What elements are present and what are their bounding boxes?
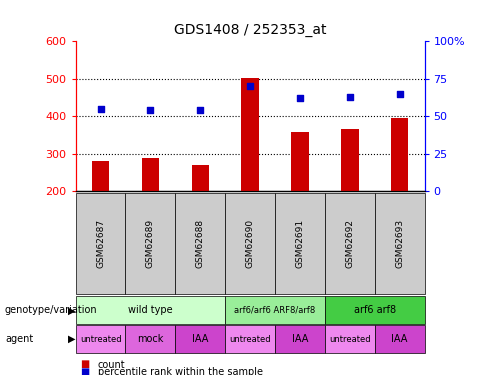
Bar xyxy=(391,118,408,191)
Point xyxy=(346,94,354,100)
Text: ■: ■ xyxy=(81,360,90,369)
Text: genotype/variation: genotype/variation xyxy=(5,305,98,315)
Bar xyxy=(92,161,109,191)
Point xyxy=(246,83,254,89)
Text: ▶: ▶ xyxy=(68,305,76,315)
Text: IAA: IAA xyxy=(192,334,208,344)
Text: agent: agent xyxy=(5,334,33,344)
Text: IAA: IAA xyxy=(292,334,308,344)
Text: GSM62689: GSM62689 xyxy=(146,219,155,268)
Text: ▶: ▶ xyxy=(68,334,76,344)
Text: GSM62690: GSM62690 xyxy=(245,219,255,268)
Bar xyxy=(242,78,259,191)
Text: GSM62692: GSM62692 xyxy=(346,219,354,268)
Text: count: count xyxy=(98,360,125,369)
Text: untreated: untreated xyxy=(329,334,370,344)
Bar xyxy=(175,193,225,294)
Text: IAA: IAA xyxy=(391,334,408,344)
Bar xyxy=(125,193,175,294)
Bar xyxy=(76,325,125,353)
Bar xyxy=(225,325,275,353)
Bar xyxy=(375,193,425,294)
Point xyxy=(196,107,204,113)
Bar xyxy=(125,325,175,353)
Bar xyxy=(275,325,325,353)
Bar xyxy=(191,165,209,191)
Bar xyxy=(142,158,159,191)
Bar xyxy=(375,325,425,353)
Title: GDS1408 / 252353_at: GDS1408 / 252353_at xyxy=(174,24,326,38)
Point xyxy=(97,106,104,112)
Text: untreated: untreated xyxy=(229,334,271,344)
Text: arf6 arf8: arf6 arf8 xyxy=(354,305,396,315)
Bar xyxy=(225,296,325,324)
Text: arf6/arf6 ARF8/arf8: arf6/arf6 ARF8/arf8 xyxy=(234,306,316,315)
Text: GSM62693: GSM62693 xyxy=(395,219,404,268)
Bar xyxy=(76,296,225,324)
Bar xyxy=(325,296,425,324)
Point xyxy=(396,91,404,97)
Bar xyxy=(325,325,375,353)
Bar xyxy=(225,193,275,294)
Point xyxy=(296,95,304,101)
Point xyxy=(146,107,154,113)
Text: GSM62687: GSM62687 xyxy=(96,219,105,268)
Text: GSM62691: GSM62691 xyxy=(295,219,305,268)
Text: wild type: wild type xyxy=(128,305,173,315)
Bar xyxy=(175,325,225,353)
Bar xyxy=(291,132,309,191)
Text: GSM62688: GSM62688 xyxy=(196,219,205,268)
Bar xyxy=(76,193,125,294)
Text: untreated: untreated xyxy=(80,334,122,344)
Text: ■: ■ xyxy=(81,367,90,375)
Bar xyxy=(341,129,359,191)
Bar xyxy=(275,193,325,294)
Text: mock: mock xyxy=(137,334,163,344)
Bar xyxy=(325,193,375,294)
Text: percentile rank within the sample: percentile rank within the sample xyxy=(98,367,263,375)
